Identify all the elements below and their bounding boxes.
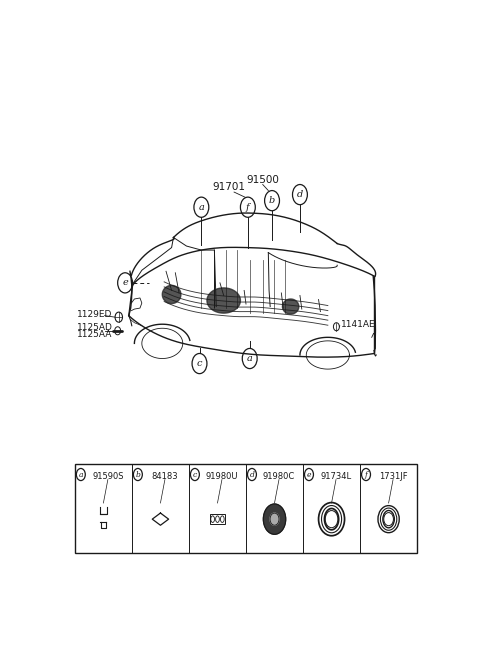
Bar: [210, 514, 225, 524]
Text: 91980C: 91980C: [263, 472, 295, 481]
Text: 91701: 91701: [213, 182, 246, 192]
Text: e: e: [122, 278, 128, 288]
Text: 91500: 91500: [246, 174, 279, 185]
Text: 1125AD: 1125AD: [77, 323, 113, 331]
Text: 1141AE: 1141AE: [341, 320, 375, 329]
Text: d: d: [297, 190, 303, 199]
Text: f: f: [246, 202, 250, 212]
Text: 1129ED: 1129ED: [77, 310, 112, 318]
Text: 1125AA: 1125AA: [77, 330, 112, 339]
Text: a: a: [79, 470, 83, 479]
Text: 91590S: 91590S: [92, 472, 124, 481]
Polygon shape: [207, 288, 240, 313]
Bar: [75, 464, 417, 553]
Text: a: a: [247, 354, 252, 363]
Text: c: c: [197, 359, 202, 368]
Text: 1731JF: 1731JF: [379, 472, 408, 481]
Circle shape: [270, 513, 279, 525]
Polygon shape: [162, 286, 181, 303]
Text: f: f: [365, 470, 368, 479]
Text: b: b: [135, 470, 140, 479]
Text: c: c: [193, 470, 197, 479]
Text: a: a: [198, 202, 204, 212]
Text: e: e: [307, 470, 311, 479]
Text: d: d: [250, 470, 254, 479]
Text: 91734L: 91734L: [321, 472, 351, 481]
Text: 91980U: 91980U: [206, 472, 238, 481]
Text: b: b: [269, 196, 275, 205]
Circle shape: [264, 504, 286, 534]
Polygon shape: [282, 299, 299, 314]
Text: 84183: 84183: [152, 472, 178, 481]
